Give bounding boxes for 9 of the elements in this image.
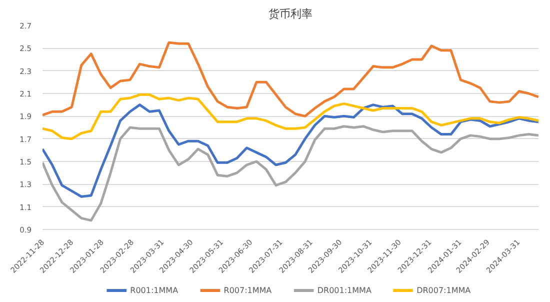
legend-label: DR001:1MMA (317, 286, 372, 295)
line-series (42, 104, 538, 198)
legend-label: DR007:1MMA (416, 286, 472, 295)
legend-label: R007:1MMA (224, 286, 272, 295)
line-series (42, 93, 538, 140)
line-series (42, 125, 538, 222)
line-series (42, 41, 538, 118)
legend-label: R001:1MMA (130, 286, 179, 295)
chart-title: 货币利率 (268, 8, 312, 20)
